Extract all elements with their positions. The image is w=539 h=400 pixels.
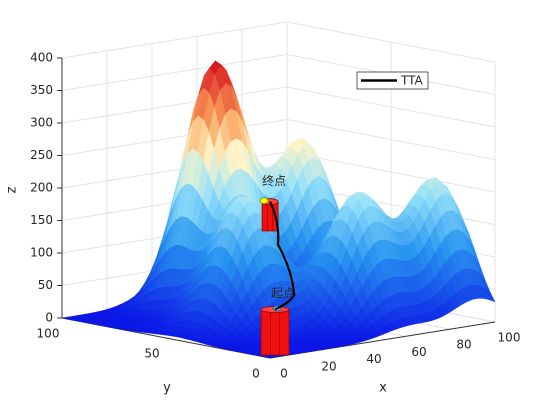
x-tick-label: 60: [411, 345, 426, 359]
grid-line: [61, 119, 288, 156]
z-tick-label: 50: [38, 278, 53, 292]
x-tick-label: 40: [366, 352, 381, 366]
grid-line: [61, 54, 288, 91]
z-tick-label: 0: [45, 311, 53, 325]
legend-label: TTA: [400, 74, 424, 88]
y-axis-label: y: [163, 381, 171, 396]
marker-cylinder: [260, 309, 290, 356]
x-tick-label: 20: [321, 359, 336, 373]
z-tick-label: 250: [30, 148, 53, 162]
z-tick-label: 400: [30, 51, 53, 65]
x-tick-label: 0: [280, 367, 288, 381]
path-line: [269, 201, 296, 311]
start-label: 起点: [271, 286, 295, 300]
x-tick-label: 80: [456, 338, 471, 352]
z-tick-label: 100: [30, 246, 53, 260]
end-label: 终点: [262, 173, 286, 188]
x-axis-label: x: [379, 381, 387, 396]
y-tick-label: 0: [252, 367, 260, 381]
grid-line: [61, 86, 288, 124]
y-tick-label: 100: [37, 327, 60, 341]
end-point: [259, 197, 269, 204]
z-tick-label: 150: [30, 213, 53, 227]
z-tick-label: 200: [30, 181, 53, 195]
y-tick-label: 50: [144, 347, 159, 361]
grid-line: [61, 21, 288, 59]
x-tick-label: 100: [498, 331, 521, 345]
z-tick-label: 350: [30, 83, 53, 97]
z-axis-label: z: [5, 186, 20, 193]
surface-patch: [264, 355, 276, 359]
z-tick-label: 300: [30, 116, 53, 130]
